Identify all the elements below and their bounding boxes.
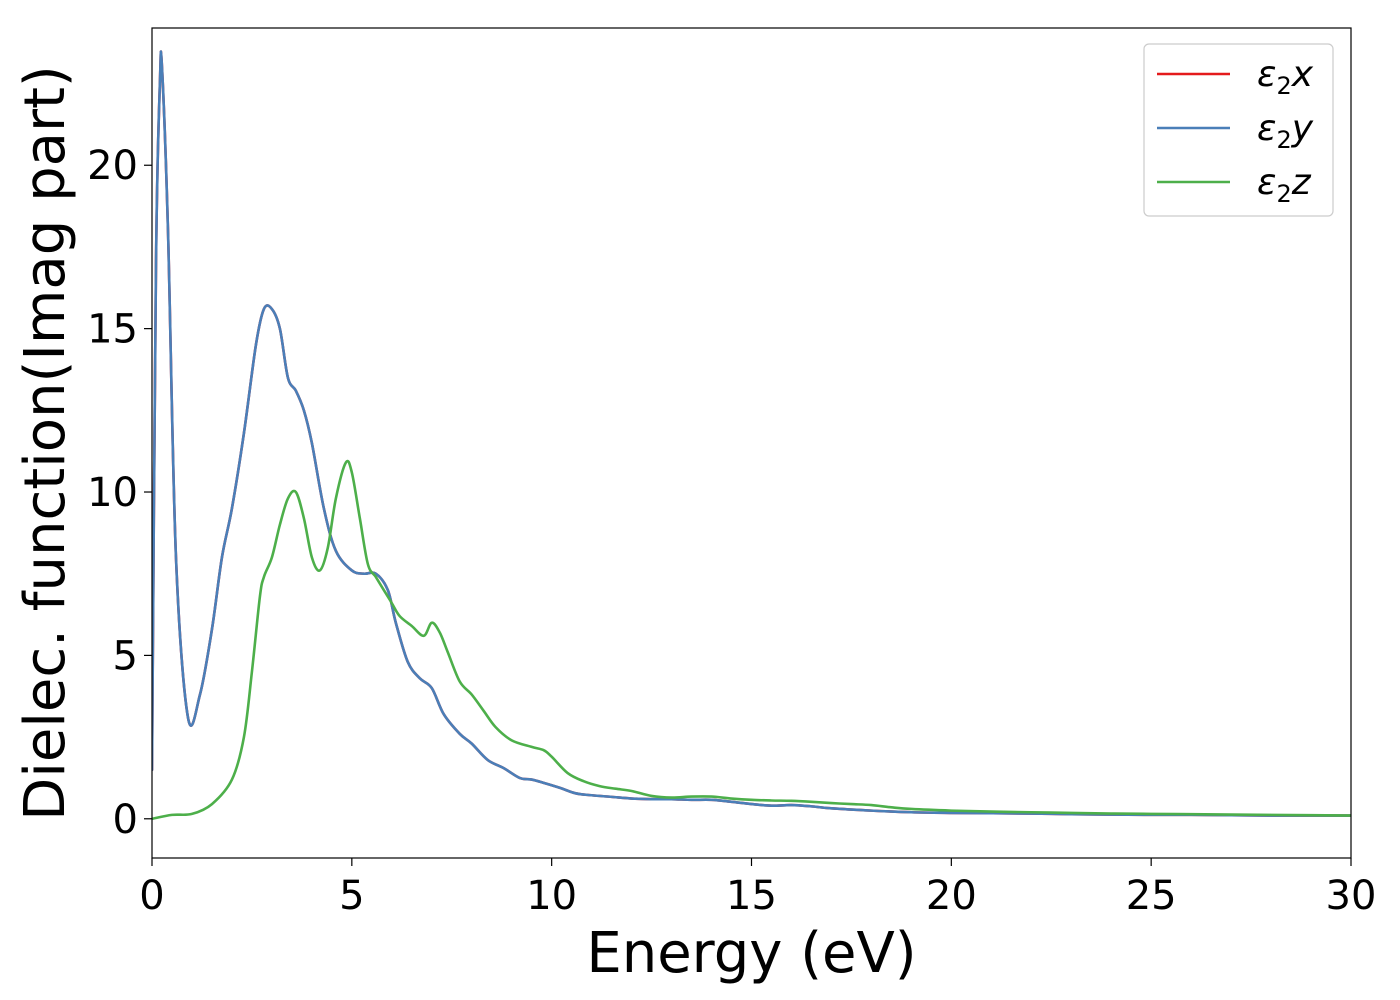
- x-tick-label: 25: [1126, 873, 1177, 919]
- y-tick-label: 15: [87, 307, 138, 353]
- legend-label-z: ε2z: [1257, 162, 1312, 208]
- legend-label-suffix: y: [1291, 108, 1314, 149]
- series-line-z: [152, 459, 1351, 821]
- series-line-y: [152, 50, 1351, 817]
- y-tick-label: 0: [113, 797, 138, 843]
- y-axis-title: Dielec. function(Imag part): [13, 65, 78, 821]
- x-tick-label: 15: [726, 873, 777, 919]
- legend-label-base: ε: [1257, 162, 1276, 203]
- legend-label-subscript: 2: [1276, 126, 1291, 154]
- y-axis: 0 5 10 15 20: [87, 143, 152, 843]
- legend-label-subscript: 2: [1276, 72, 1291, 100]
- x-tick-label: 20: [926, 873, 977, 919]
- legend-label-y: ε2y: [1257, 108, 1314, 154]
- y-tick-label: 20: [87, 143, 138, 189]
- legend-label-base: ε: [1257, 54, 1276, 95]
- y-tick-label: 5: [113, 633, 138, 679]
- series-layer: [152, 50, 1351, 821]
- x-axis: 0 5 10 15 20 25 30: [139, 858, 1376, 919]
- legend-label-base: ε: [1257, 108, 1276, 149]
- x-tick-label: 5: [339, 873, 364, 919]
- legend-label-suffix: x: [1291, 54, 1314, 95]
- x-tick-label: 30: [1326, 873, 1377, 919]
- legend-label-subscript: 2: [1276, 180, 1291, 208]
- legend-label-x: ε2x: [1257, 54, 1314, 100]
- y-tick-label: 10: [87, 470, 138, 516]
- x-tick-label: 10: [526, 873, 577, 919]
- x-tick-label: 0: [139, 873, 164, 919]
- legend-label-suffix: z: [1291, 162, 1312, 203]
- x-axis-title: Energy (eV): [586, 921, 916, 986]
- legend-box: [1143, 43, 1334, 217]
